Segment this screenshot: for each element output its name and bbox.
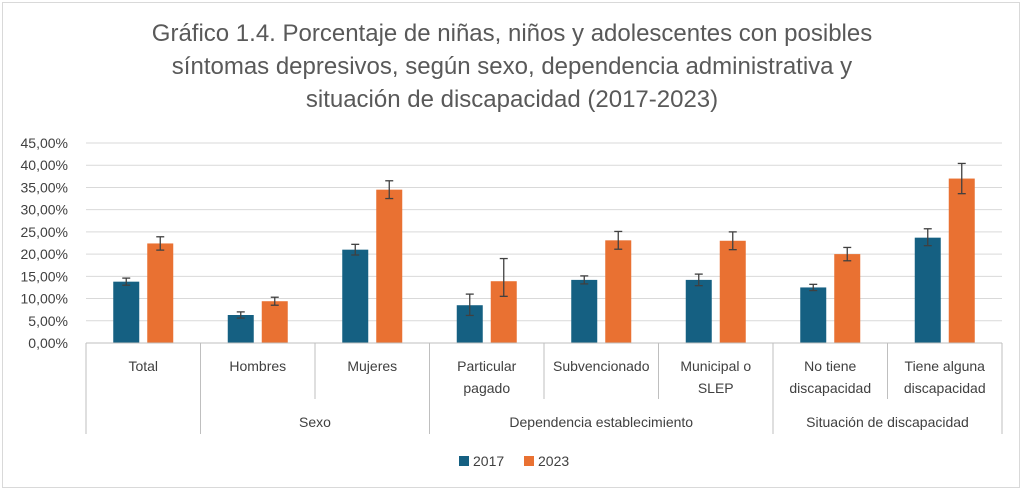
legend: 2017 2023 [459, 453, 569, 469]
error-bar-2017-7 [923, 228, 932, 247]
error-bar-2023-0 [156, 236, 165, 251]
y-tick-label: 35,00% [21, 179, 68, 195]
legend-label: 2023 [538, 453, 569, 469]
bar-2017-2 [342, 249, 369, 343]
x-category-label: No tiene [804, 358, 856, 374]
x-category-label: Hombres [229, 358, 286, 374]
legend-swatch [524, 456, 534, 466]
title-line: síntomas depresivos, según sexo, depende… [172, 53, 852, 80]
bars [113, 178, 975, 343]
error-bar-2017-4 [580, 275, 589, 285]
error-bar-2017-1 [236, 311, 245, 319]
error-bar-2017-5 [694, 273, 703, 287]
bar-2017-1 [227, 315, 254, 343]
y-tick-label: 45,00% [21, 135, 68, 151]
x-group-label: Sexo [299, 414, 331, 430]
y-tick-label: 25,00% [21, 224, 68, 240]
x-category-label: pagado [463, 380, 510, 396]
bar-2023-7 [948, 178, 975, 343]
bar-2017-7 [914, 237, 941, 343]
y-tick-label: 0,00% [28, 335, 68, 351]
y-tick-label: 15,00% [21, 268, 68, 284]
title-line: Gráfico 1.4. Porcentaje de niñas, niños … [152, 20, 872, 47]
bar-2023-6 [834, 254, 861, 343]
bar-2017-0 [113, 281, 140, 343]
x-category-label: Municipal o [680, 358, 751, 374]
error-bar-2023-2 [385, 180, 394, 200]
x-group-label: Situación de discapacidad [806, 414, 969, 430]
legend-item-2023: 2023 [524, 453, 569, 469]
error-bar-2023-1 [270, 296, 279, 306]
bar-2023-1 [261, 301, 288, 343]
x-category-label: discapacidad [789, 380, 871, 396]
error-bar-2023-7 [957, 162, 966, 195]
bar-2023-0 [147, 243, 174, 343]
error-bar-2023-4 [614, 230, 623, 250]
legend-item-2017: 2017 [459, 453, 504, 469]
gridlines [86, 142, 1002, 322]
x-category-label: Tiene alguna [905, 358, 986, 374]
error-bar-2023-6 [843, 246, 852, 262]
y-tick-label: 40,00% [21, 157, 68, 173]
error-bar-2017-6 [809, 283, 818, 292]
error-bars [122, 162, 966, 319]
chart-title: Gráfico 1.4. Porcentaje de niñas, niños … [152, 20, 872, 113]
x-category-label: Particular [457, 358, 516, 374]
bar-2023-5 [719, 240, 746, 343]
title-line: situación de discapacidad (2017-2023) [306, 86, 718, 113]
x-category-label: Mujeres [347, 358, 397, 374]
error-bar-2017-0 [122, 277, 131, 286]
x-category-label: Subvencionado [553, 358, 650, 374]
x-category-label: Total [128, 358, 158, 374]
x-axis: Total Hombres Mujeres Particular pagado Subve… [85, 342, 1003, 434]
y-tick-label: 5,00% [28, 313, 68, 329]
bar-2023-4 [605, 240, 632, 343]
error-bar-2017-2 [351, 243, 360, 256]
error-bar-2023-3 [499, 257, 508, 297]
error-bar-2017-3 [465, 293, 474, 317]
y-tick-label: 10,00% [21, 291, 68, 307]
bar-2017-5 [685, 279, 712, 343]
y-tick-label: 30,00% [21, 202, 68, 218]
x-category-label: discapacidad [904, 380, 986, 396]
legend-swatch [459, 456, 469, 466]
bar-2017-4 [571, 279, 598, 343]
bar-2017-6 [800, 287, 827, 343]
legend-label: 2017 [473, 453, 504, 469]
x-category-label: SLEP [698, 380, 734, 396]
bar-2023-2 [376, 189, 403, 343]
y-axis-ticks: 0,00% 5,00% 10,00% 15,00% 20,00% 25,00% 30,00%… [21, 135, 68, 351]
y-tick-label: 20,00% [21, 246, 68, 262]
error-bar-2023-5 [728, 231, 737, 251]
x-group-label: Dependencia establecimiento [509, 414, 693, 430]
